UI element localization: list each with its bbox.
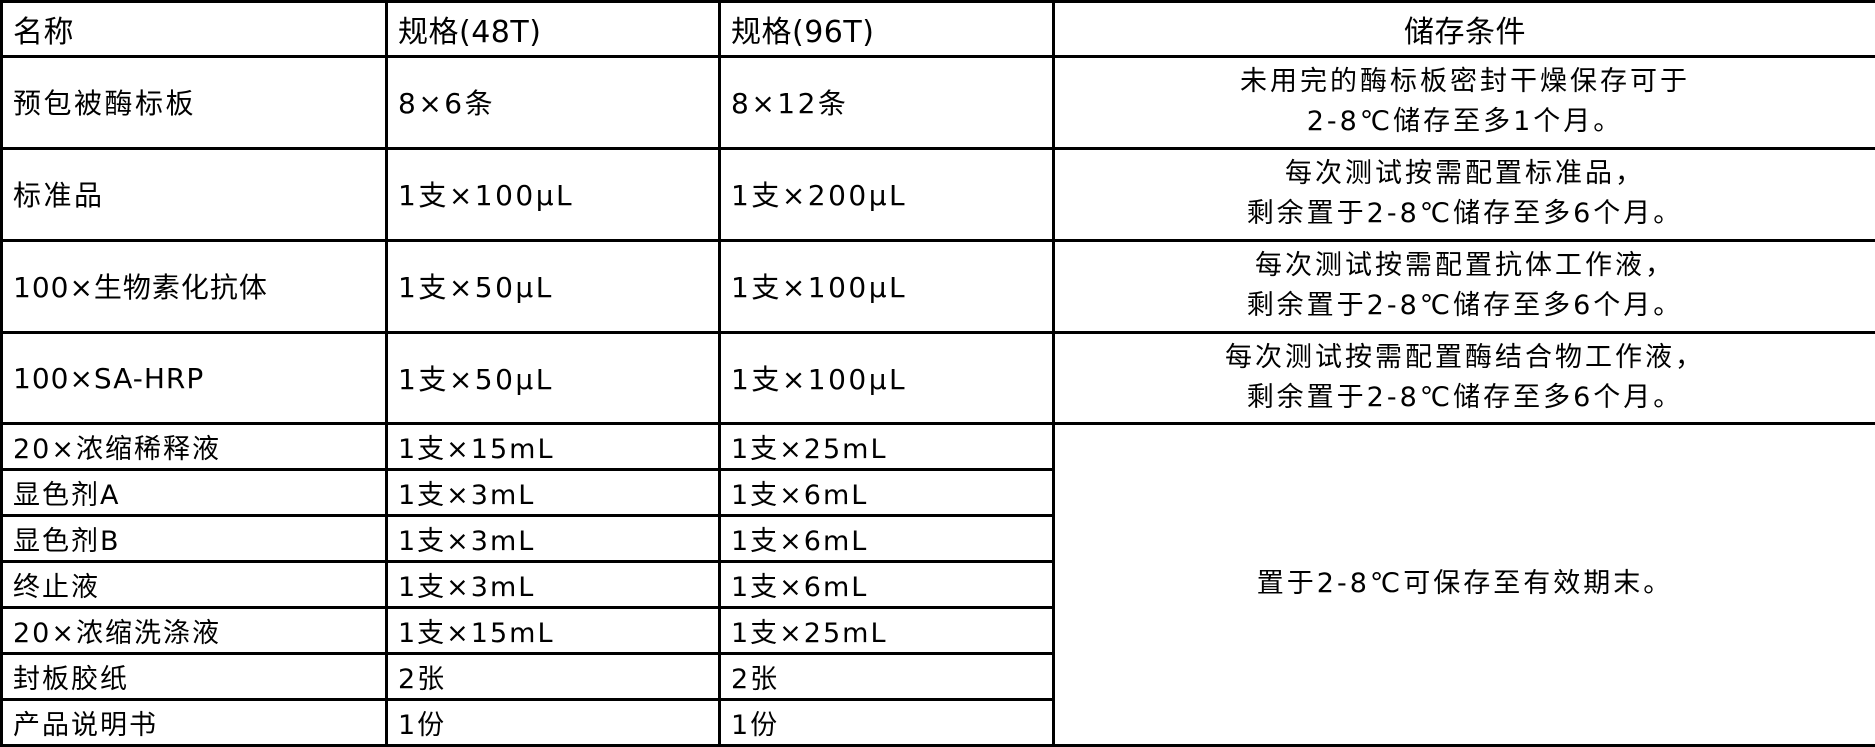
cell-component-name: 封板胶纸	[0, 652, 388, 701]
table-row: 显色剂A 1支×3mL 1支×6mL	[0, 468, 1875, 518]
cell-spec-48t: 1支×15mL	[385, 422, 721, 472]
cell-component-name: 20×浓缩洗涤液	[0, 606, 388, 656]
cell-component-name: 产品说明书	[0, 697, 388, 747]
column-header-storage-conditions: 储存条件	[1052, 0, 1875, 58]
storage-line: 剩余置于2-8℃储存至多6个月。	[1246, 198, 1684, 230]
cell-spec-96t: 1支×6mL	[718, 514, 1055, 564]
cell-spec-96t: 1支×6mL	[718, 560, 1055, 610]
cell-spec-48t: 1支×3mL	[385, 514, 721, 564]
cell-spec-96t: 1支×25mL	[718, 606, 1055, 656]
table-row: 20×浓缩洗涤液 1支×15mL 1支×25mL	[0, 606, 1875, 656]
table-row: 100×SA-HRP 1支×50μL 1支×100μL 每次测试按需配置酶结合物…	[0, 330, 1875, 426]
cell-component-name: 100×生物素化抗体	[0, 238, 388, 334]
cell-spec-48t: 1支×50μL	[385, 238, 721, 334]
cell-component-name: 显色剂A	[0, 468, 388, 518]
cell-spec-48t: 1支×3mL	[385, 560, 721, 610]
cell-spec-48t: 8×6条	[385, 55, 721, 150]
cell-spec-96t: 2张	[718, 652, 1055, 701]
cell-storage-condition: 每次测试按需配置酶结合物工作液， 剩余置于2-8℃储存至多6个月。	[1052, 330, 1875, 426]
storage-line: 每次测试按需配置抗体工作液，	[1255, 249, 1675, 281]
table-row: 20×浓缩稀释液 1支×15mL 1支×25mL 置于2-8℃可保存至有效期末。	[0, 422, 1875, 747]
table-row: 封板胶纸 2张 2张	[0, 652, 1875, 701]
column-header-spec-96t: 规格(96T)	[718, 0, 1055, 58]
cell-component-name: 100×SA-HRP	[0, 330, 388, 426]
table-row: 显色剂B 1支×3mL 1支×6mL	[0, 514, 1875, 564]
cell-storage-condition: 未用完的酶标板密封干燥保存可于 2-8℃储存至多1个月。	[1052, 55, 1875, 150]
storage-line: 置于2-8℃可保存至有效期末。	[1256, 568, 1674, 600]
cell-spec-96t: 1支×100μL	[718, 330, 1055, 426]
cell-component-name: 20×浓缩稀释液	[0, 422, 388, 472]
cell-spec-96t: 1支×100μL	[718, 238, 1055, 334]
table-header-row: 名称 规格(48T) 规格(96T) 储存条件	[0, 0, 1875, 58]
table-body: 预包被酶标板 8×6条 8×12条 未用完的酶标板密封干燥保存可于 2-8℃储存…	[0, 55, 1875, 747]
cell-component-name: 预包被酶标板	[0, 55, 388, 150]
table-row: 标准品 1支×100μL 1支×200μL 每次测试按需配置标准品， 剩余置于2…	[0, 146, 1875, 242]
cell-spec-48t: 1支×15mL	[385, 606, 721, 656]
table-header: 名称 规格(48T) 规格(96T) 储存条件	[0, 0, 1875, 58]
table-row: 终止液 1支×3mL 1支×6mL	[0, 560, 1875, 610]
storage-line: 剩余置于2-8℃储存至多6个月。	[1246, 290, 1684, 322]
cell-storage-condition: 每次测试按需配置抗体工作液， 剩余置于2-8℃储存至多6个月。	[1052, 238, 1875, 334]
cell-component-name: 显色剂B	[0, 514, 388, 564]
cell-spec-48t: 1支×3mL	[385, 468, 721, 518]
cell-spec-96t: 1支×200μL	[718, 146, 1055, 242]
cell-spec-96t: 8×12条	[718, 55, 1055, 150]
cell-spec-96t: 1支×6mL	[718, 468, 1055, 518]
cell-spec-96t: 1支×25mL	[718, 422, 1055, 472]
column-header-spec-48t: 规格(48T)	[385, 0, 721, 58]
cell-component-name: 终止液	[0, 560, 388, 610]
storage-line: 每次测试按需配置标准品，	[1285, 157, 1645, 189]
cell-component-name: 标准品	[0, 146, 388, 242]
table-row: 100×生物素化抗体 1支×50μL 1支×100μL 每次测试按需配置抗体工作…	[0, 238, 1875, 334]
storage-line: 2-8℃储存至多1个月。	[1306, 106, 1624, 138]
cell-spec-48t: 1份	[385, 697, 721, 747]
storage-line: 每次测试按需配置酶结合物工作液，	[1225, 341, 1705, 373]
cell-spec-96t: 1份	[718, 697, 1055, 747]
table-row: 产品说明书 1份 1份	[0, 697, 1875, 747]
storage-line: 未用完的酶标板密封干燥保存可于	[1240, 65, 1690, 97]
cell-spec-48t: 2张	[385, 652, 721, 701]
cell-storage-condition-merged: 置于2-8℃可保存至有效期末。	[1052, 422, 1875, 747]
column-header-name: 名称	[0, 0, 388, 58]
storage-line: 剩余置于2-8℃储存至多6个月。	[1246, 382, 1684, 413]
cell-storage-condition: 每次测试按需配置标准品， 剩余置于2-8℃储存至多6个月。	[1052, 146, 1875, 242]
table-row: 预包被酶标板 8×6条 8×12条 未用完的酶标板密封干燥保存可于 2-8℃储存…	[0, 55, 1875, 150]
cell-spec-48t: 1支×100μL	[385, 146, 721, 242]
cell-spec-48t: 1支×50μL	[385, 330, 721, 426]
